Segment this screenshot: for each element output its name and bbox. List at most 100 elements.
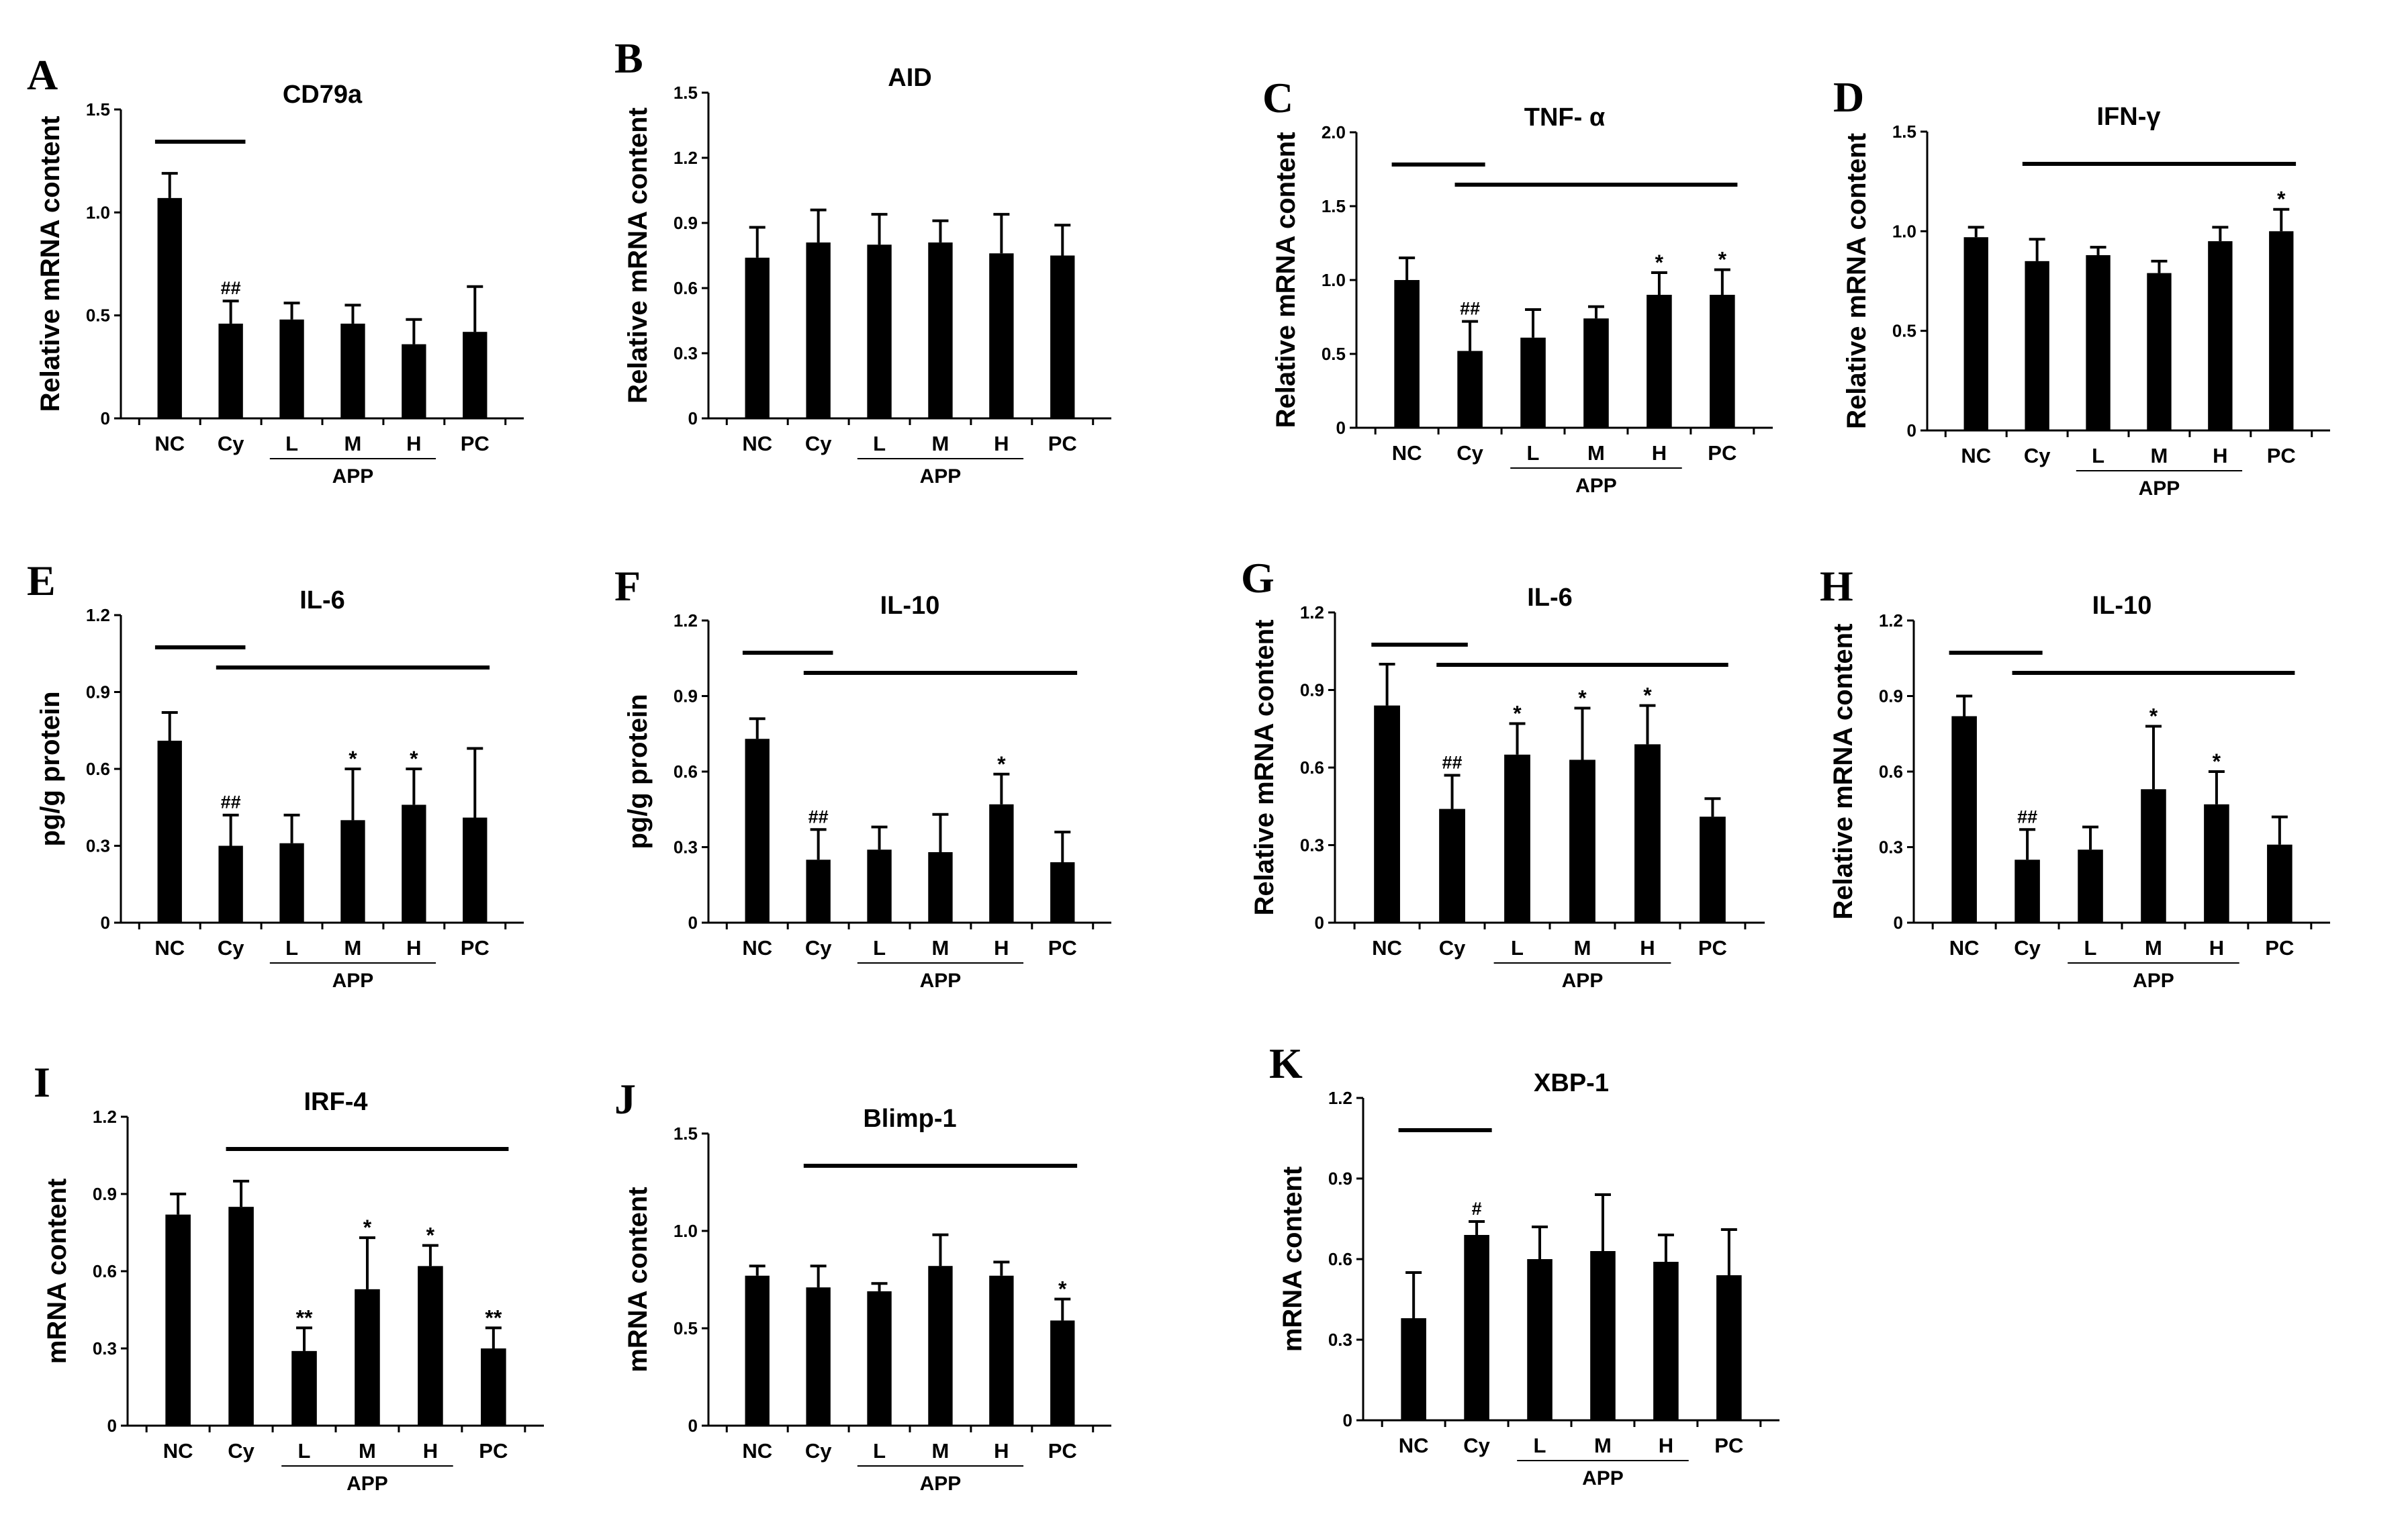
- panel-g-bar-pc: [1700, 817, 1726, 923]
- panel-a-ytick-label: 1.0: [86, 202, 110, 222]
- panel-d-ytick-label: 1.0: [1892, 221, 1916, 241]
- panel-f-ytick-label: 0: [688, 913, 698, 933]
- panel-h-xtick-label: M: [2145, 936, 2162, 960]
- panel-g-significance-mark: ##: [1442, 753, 1463, 773]
- panel-j-letter: J: [614, 1075, 636, 1123]
- panel-h-bar-nc: [1951, 716, 1977, 923]
- panel-b-bar-l: [867, 244, 892, 418]
- panel-e-ytick-label: 0: [101, 913, 110, 933]
- panel-a-ytick-label: 0: [101, 408, 110, 428]
- panel-c-significance-mark: ##: [1460, 299, 1480, 319]
- panel-e-ytick-label: 0.6: [86, 759, 110, 779]
- panel-g-xtick-label: H: [1640, 936, 1655, 960]
- panel-i-bar-pc: [481, 1348, 506, 1426]
- panel-b-xtick-label: H: [994, 432, 1009, 455]
- panel-k-group-label: APP: [1582, 1467, 1624, 1489]
- panel-c-ytick-label: 2.0: [1322, 122, 1346, 142]
- panel-k-bar-cy: [1464, 1235, 1489, 1420]
- panel-b-bar-pc: [1050, 255, 1075, 418]
- panel-h-xtick-label: L: [2084, 936, 2097, 960]
- panel-f-bar-h: [989, 804, 1014, 923]
- panel-a-bar-pc: [463, 332, 488, 418]
- panel-h-bar-h: [2204, 804, 2229, 923]
- panel-g-xtick-label: M: [1574, 936, 1591, 960]
- panel-i-xtick-label: L: [298, 1439, 311, 1463]
- panel-g-xtick-label: PC: [1698, 936, 1727, 960]
- panel-b-title: AID: [888, 64, 931, 92]
- panel-a-ytick-label: 0.5: [86, 306, 110, 326]
- panel-c-bar-m: [1583, 318, 1609, 428]
- panel-e-bar-pc: [463, 817, 488, 923]
- panel-i-xtick-label: NC: [163, 1439, 193, 1463]
- panel-a-xtick-label: M: [344, 432, 362, 455]
- panel-k-title: XBP-1: [1534, 1069, 1609, 1097]
- panel-k-xtick-label: Cy: [1463, 1434, 1490, 1457]
- panel-k-bar-m: [1590, 1251, 1616, 1420]
- panel-e-xtick-label: PC: [461, 936, 490, 960]
- panel-c-xtick-label: M: [1587, 441, 1605, 465]
- panel-a-bar-cy: [218, 323, 243, 418]
- panel-d-letter: D: [1833, 73, 1864, 121]
- panel-b-ytick-label: 0.3: [674, 343, 698, 363]
- panel-k-bar-nc: [1401, 1318, 1426, 1420]
- panel-c-ytick-label: 1.5: [1322, 196, 1346, 216]
- panel-f-letter: F: [614, 562, 641, 610]
- panel-e-xtick-label: M: [344, 936, 362, 960]
- panel-j-ytick-label: 0: [688, 1416, 698, 1436]
- panel-d-xtick-label: PC: [2267, 444, 2296, 467]
- panel-f-significance-mark: *: [997, 752, 1006, 776]
- panel-a-xtick-label: PC: [461, 432, 490, 455]
- panel-b-ytick-label: 1.5: [674, 83, 698, 103]
- panel-g-significance-mark: *: [1643, 684, 1652, 708]
- panel-d-ytick-label: 0: [1907, 420, 1916, 441]
- panel-f-xtick-label: L: [873, 936, 886, 960]
- panel-k-bar-pc: [1716, 1275, 1742, 1420]
- panel-d-xtick-label: Cy: [2024, 444, 2051, 467]
- panel-h-ytick-label: 0.9: [1879, 686, 1903, 706]
- panel-i-xtick-label: H: [423, 1439, 438, 1463]
- panel-e-xtick-label: L: [285, 936, 298, 960]
- panel-h-title: IL-10: [2092, 592, 2152, 620]
- panel-g-xtick-label: L: [1511, 936, 1524, 960]
- panel-b-bar-nc: [745, 257, 770, 418]
- panel-b-group-label: APP: [920, 465, 962, 488]
- panel-i-title: IRF-4: [304, 1088, 368, 1116]
- panel-e-significance-mark: *: [410, 747, 418, 771]
- panel-b-letter: B: [614, 34, 643, 82]
- panel-e-xtick-label: H: [406, 936, 421, 960]
- panel-i-bar-l: [291, 1350, 317, 1426]
- panel-i-bar-m: [355, 1289, 380, 1426]
- panel-i-ytick-label: 0.9: [93, 1184, 117, 1204]
- panel-k-letter: K: [1269, 1040, 1303, 1087]
- panel-d-xtick-label: H: [2213, 444, 2227, 467]
- panel-f-group-label: APP: [920, 970, 962, 992]
- panel-c-xtick-label: L: [1527, 441, 1540, 465]
- panel-k-ytick-label: 0.3: [1328, 1330, 1352, 1350]
- panel-b-xtick-label: M: [932, 432, 950, 455]
- panel-g-bar-m: [1569, 760, 1595, 923]
- panel-d-significance-mark: *: [2277, 187, 2286, 212]
- panel-c-significance-mark: *: [1655, 250, 1664, 275]
- panel-j-title: Blimp-1: [863, 1105, 956, 1133]
- panel-g-ytick-label: 0: [1315, 913, 1324, 933]
- panel-f-ylabel: pg/g protein: [623, 694, 653, 849]
- panel-g-significance-mark: *: [1578, 686, 1587, 710]
- panel-b-xtick-label: L: [873, 432, 886, 455]
- panel-f-bar-l: [867, 849, 892, 923]
- panel-b-xtick-label: NC: [742, 432, 772, 455]
- panel-k-ytick-label: 0.9: [1328, 1168, 1352, 1189]
- panel-a-bar-m: [340, 323, 365, 418]
- panel-k-xtick-label: PC: [1714, 1434, 1743, 1457]
- panel-j-bar-pc: [1050, 1320, 1075, 1426]
- panel-f-ytick-label: 0.9: [674, 686, 698, 706]
- panel-e-group-label: APP: [332, 970, 374, 992]
- panel-j-bar-cy: [806, 1287, 831, 1426]
- panel-g-bar-cy: [1439, 809, 1465, 923]
- panel-i-significance-mark: **: [485, 1305, 502, 1330]
- panel-f-title: IL-10: [880, 592, 940, 620]
- panel-h-ylabel: Relative mRNA content: [1828, 624, 1858, 920]
- panel-i-ytick-label: 1.2: [93, 1107, 117, 1127]
- panel-d-bar-cy: [2025, 261, 2049, 430]
- panel-b-ytick-label: 0.9: [674, 213, 698, 233]
- panel-f-bar-m: [928, 852, 953, 923]
